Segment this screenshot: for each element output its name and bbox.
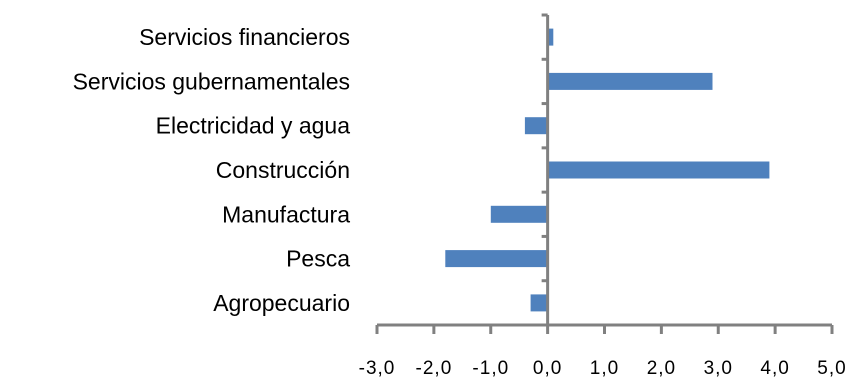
category-label-5: Servicios gubernamentales xyxy=(73,68,350,94)
x-tick-label-1: -2,0 xyxy=(416,358,453,379)
category-label-4: Electricidad y agua xyxy=(156,113,351,139)
category-label-0: Agropecuario xyxy=(213,290,350,316)
bar-2 xyxy=(490,205,548,223)
tick-labels: -3,0 -2,0 -1,0 0,0 1,0 2,0 3,0 4,0 5,0 xyxy=(359,358,846,379)
bar-1 xyxy=(445,250,548,268)
bars-group xyxy=(445,28,770,312)
bar-0 xyxy=(530,294,548,312)
x-tick-label-3: 0,0 xyxy=(533,358,562,379)
category-label-3: Construcción xyxy=(216,157,350,183)
bar-6 xyxy=(547,28,554,46)
category-label-1: Pesca xyxy=(286,246,350,272)
bar-5 xyxy=(547,72,713,90)
x-tick-label-5: 2,0 xyxy=(647,358,676,379)
bar-3 xyxy=(547,161,770,179)
x-tick-label-2: -1,0 xyxy=(472,358,509,379)
x-tick-label-6: 3,0 xyxy=(704,358,733,379)
axes-group xyxy=(375,13,834,334)
bar-4 xyxy=(524,117,548,135)
category-label-6: Servicios financieros xyxy=(139,24,350,50)
category-labels: Agropecuario Pesca Manufactura Construcción… xyxy=(73,24,351,316)
category-label-2: Manufactura xyxy=(222,201,350,227)
x-tick-label-7: 4,0 xyxy=(760,358,789,379)
x-tick-label-4: 1,0 xyxy=(590,358,619,379)
x-tick-label-8: 5,0 xyxy=(817,358,846,379)
x-tick-label-0: -3,0 xyxy=(359,358,396,379)
